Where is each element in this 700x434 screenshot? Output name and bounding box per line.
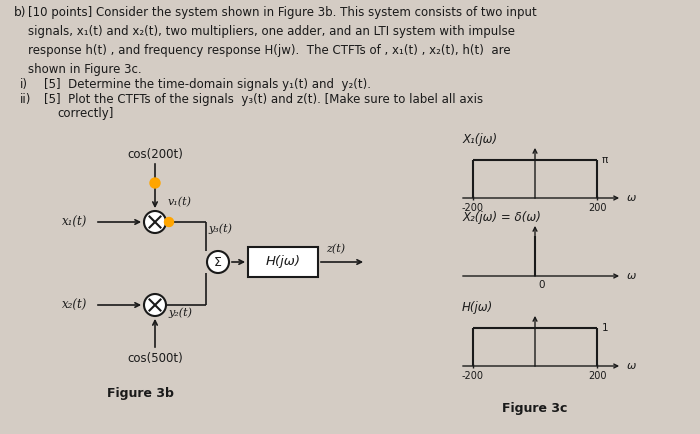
Text: correctly]: correctly] [57,107,113,120]
Text: v₁(t): v₁(t) [168,197,192,207]
Text: 200: 200 [588,203,607,213]
Text: ii): ii) [20,93,32,106]
FancyBboxPatch shape [248,247,318,277]
Text: π: π [601,155,608,165]
Text: x₂(t): x₂(t) [62,299,88,312]
Text: H(jω): H(jω) [265,256,300,269]
Text: Figure 3c: Figure 3c [503,402,568,415]
Text: z(t): z(t) [326,244,345,254]
Text: [5]  Determine the time-domain signals y₁(t) and  y₂(t).: [5] Determine the time-domain signals y₁… [44,78,371,91]
Text: y₃(t): y₃(t) [208,223,232,233]
Text: [5]  Plot the CTFTs of the signals  y₃(t) and z(t). [Make sure to label all axis: [5] Plot the CTFTs of the signals y₃(t) … [44,93,483,106]
Text: cos(500t): cos(500t) [127,352,183,365]
Text: ω: ω [627,193,636,203]
Text: X₁(jω): X₁(jω) [462,133,497,146]
Text: ω: ω [627,271,636,281]
Text: X₂(jω) = δ(ω): X₂(jω) = δ(ω) [462,211,541,224]
Circle shape [144,294,166,316]
Text: [10 points] Consider the system shown in Figure 3b. This system consists of two : [10 points] Consider the system shown in… [28,6,537,76]
Text: 200: 200 [588,371,607,381]
Text: ω: ω [627,361,636,371]
Circle shape [144,211,166,233]
Text: Figure 3b: Figure 3b [106,387,174,400]
Text: -200: -200 [461,371,484,381]
Text: cos(200t): cos(200t) [127,148,183,161]
Text: -200: -200 [461,203,484,213]
Circle shape [207,251,229,273]
Text: 1: 1 [601,323,608,333]
Text: H(jω): H(jω) [462,301,493,314]
Circle shape [150,178,160,188]
Text: Σ: Σ [214,256,222,270]
Text: b): b) [14,6,27,19]
Text: 0: 0 [538,280,545,290]
Circle shape [164,217,174,227]
Text: i): i) [20,78,28,91]
Text: x₁(t): x₁(t) [62,216,88,228]
Text: y₂(t): y₂(t) [168,307,192,318]
